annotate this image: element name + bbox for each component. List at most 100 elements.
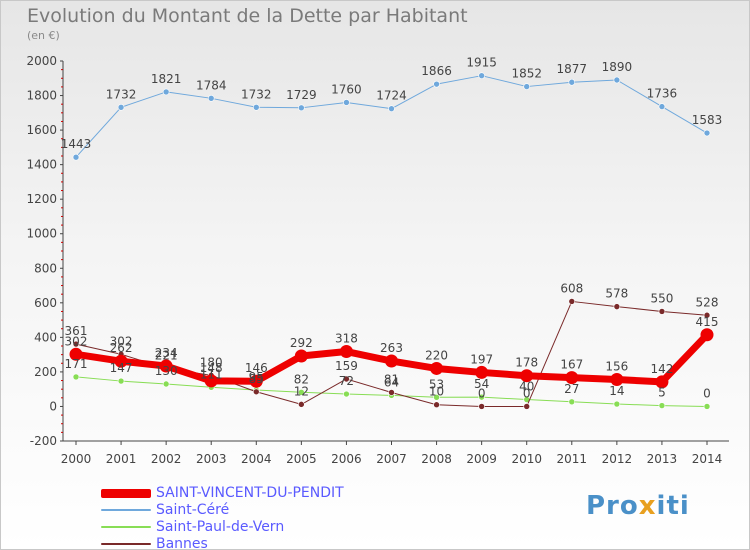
data-point bbox=[343, 99, 350, 106]
data-point bbox=[252, 388, 260, 396]
x-tick-label: 2010 bbox=[511, 452, 542, 466]
data-label: 146 bbox=[245, 361, 268, 375]
data-label: 27 bbox=[564, 382, 579, 396]
data-label: 0 bbox=[478, 386, 486, 400]
data-point bbox=[568, 298, 576, 305]
data-point bbox=[478, 72, 485, 79]
data-point bbox=[298, 104, 305, 112]
data-label: 318 bbox=[335, 332, 358, 346]
data-point bbox=[114, 354, 128, 368]
data-point bbox=[430, 361, 444, 375]
data-point bbox=[159, 359, 173, 373]
x-tick-label: 2011 bbox=[557, 452, 588, 466]
data-point bbox=[703, 403, 711, 410]
data-point bbox=[478, 403, 485, 410]
data-point bbox=[658, 308, 666, 315]
data-label: 220 bbox=[425, 348, 448, 362]
data-label: 85 bbox=[249, 372, 264, 386]
data-label: 1877 bbox=[557, 62, 588, 76]
legend-swatch bbox=[101, 488, 151, 498]
data-label: 608 bbox=[560, 281, 583, 295]
data-point bbox=[162, 380, 170, 388]
data-label: 130 bbox=[155, 364, 178, 378]
data-label: 302 bbox=[110, 334, 133, 348]
x-tick-label: 2014 bbox=[692, 452, 723, 466]
legend-swatch bbox=[101, 509, 151, 511]
data-point bbox=[658, 103, 666, 110]
data-label: 1583 bbox=[692, 113, 723, 127]
data-label: 263 bbox=[380, 341, 403, 355]
data-label: 197 bbox=[470, 352, 493, 366]
data-label: 14 bbox=[609, 384, 624, 398]
data-label: 111 bbox=[200, 367, 223, 381]
data-label: 221 bbox=[155, 348, 178, 362]
x-tick-label: 2000 bbox=[61, 452, 92, 466]
y-tick-label: -200 bbox=[30, 434, 57, 448]
data-label: 234 bbox=[155, 346, 178, 360]
legend-label: Bannes bbox=[156, 536, 208, 550]
data-label: 178 bbox=[515, 356, 538, 370]
data-label: 81 bbox=[384, 372, 399, 386]
y-tick-label: 200 bbox=[34, 365, 57, 379]
data-label: 95 bbox=[249, 370, 264, 384]
data-label: 578 bbox=[605, 287, 628, 301]
data-label: 147 bbox=[110, 361, 133, 375]
data-point bbox=[613, 76, 621, 84]
data-point bbox=[520, 369, 534, 383]
legend-swatch bbox=[101, 526, 151, 528]
x-tick-label: 2008 bbox=[421, 452, 452, 466]
data-point bbox=[117, 377, 125, 385]
y-tick-label: 1000 bbox=[26, 227, 57, 241]
x-tick-label: 2001 bbox=[106, 452, 137, 466]
data-point bbox=[252, 103, 260, 111]
data-label: 156 bbox=[605, 360, 628, 374]
data-point bbox=[72, 340, 80, 348]
data-label: 1729 bbox=[286, 88, 317, 102]
data-point bbox=[568, 78, 576, 86]
data-label: 1732 bbox=[241, 87, 272, 101]
x-tick-label: 2005 bbox=[286, 452, 317, 466]
data-point bbox=[703, 129, 711, 137]
legend-label: Saint-Céré bbox=[156, 502, 230, 518]
data-point bbox=[475, 365, 489, 379]
data-label: 528 bbox=[696, 295, 719, 309]
data-point bbox=[298, 401, 305, 408]
data-label: 40 bbox=[519, 380, 534, 394]
data-point bbox=[613, 400, 621, 408]
data-label: 302 bbox=[65, 334, 88, 348]
y-tick-label: 400 bbox=[34, 330, 57, 344]
data-point bbox=[72, 153, 80, 161]
legend-label: SAINT-VINCENT-DU-PENDIT bbox=[156, 485, 344, 501]
data-label: 82 bbox=[294, 372, 309, 386]
y-tick-label: 2000 bbox=[26, 54, 57, 68]
data-label: 262 bbox=[110, 341, 133, 355]
data-label: 550 bbox=[650, 291, 673, 305]
y-tick-label: 800 bbox=[34, 261, 57, 275]
x-tick-label: 2012 bbox=[602, 452, 633, 466]
data-point bbox=[568, 398, 576, 406]
data-label: 171 bbox=[65, 357, 88, 371]
legend-swatch bbox=[101, 543, 151, 545]
data-label: 72 bbox=[339, 374, 354, 388]
data-label: 5 bbox=[658, 386, 666, 400]
y-tick-label: 1800 bbox=[26, 89, 57, 103]
data-label: 180 bbox=[200, 355, 223, 369]
data-point bbox=[613, 303, 621, 310]
data-label: 1821 bbox=[151, 72, 182, 86]
data-point bbox=[339, 345, 353, 359]
data-label: 12 bbox=[294, 384, 309, 398]
data-label: 0 bbox=[523, 386, 531, 400]
data-label: 54 bbox=[474, 377, 489, 391]
data-label: 415 bbox=[696, 315, 719, 329]
data-point bbox=[69, 347, 83, 361]
data-point bbox=[433, 393, 440, 401]
data-label: 1724 bbox=[376, 89, 407, 103]
data-point bbox=[703, 311, 711, 319]
y-tick-label: 0 bbox=[49, 399, 57, 413]
data-point bbox=[655, 375, 669, 389]
chart-subtitle: (en €) bbox=[27, 29, 60, 42]
data-label: 0 bbox=[703, 386, 711, 400]
data-point bbox=[433, 401, 440, 409]
